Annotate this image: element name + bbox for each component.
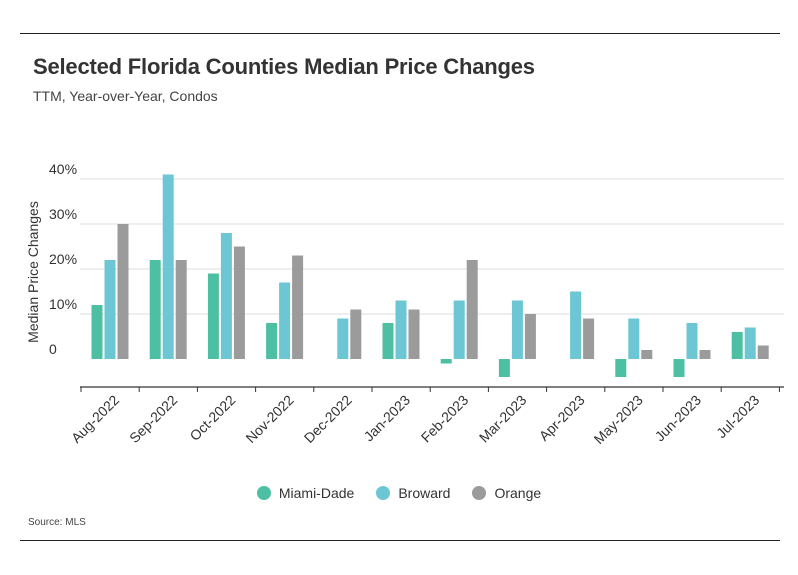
y-tick-label: 30% (49, 206, 77, 222)
bar-miami-dade-oct-2022 (207, 273, 219, 359)
bar-orange-jul-2023 (757, 345, 769, 359)
legend-label-orange: Orange (494, 485, 542, 501)
x-tick-label: Nov-2022 (242, 392, 296, 446)
bar-broward-oct-2022 (220, 233, 232, 359)
x-tick-label: Dec-2022 (301, 392, 355, 446)
x-tick-label: Aug-2022 (68, 392, 122, 446)
y-axis-label: Median Price Changes (25, 201, 41, 343)
legend-item-broward: Broward (376, 485, 450, 501)
bar-broward-jun-2023 (686, 323, 698, 359)
bar-orange-oct-2022 (233, 246, 245, 359)
legend-swatch-orange (472, 486, 487, 500)
chart-subtitle: TTM, Year-over-Year, Condos (33, 88, 218, 104)
legend-swatch-broward (376, 486, 391, 500)
x-axis (80, 386, 784, 392)
bar-broward-feb-2023 (453, 300, 465, 359)
x-tick-label: May-2023 (591, 392, 646, 447)
top-rule (20, 33, 780, 34)
legend-item-miami-dade: Miami-Dade (256, 485, 355, 501)
bar-miami-dade-jul-2023 (731, 332, 743, 359)
y-tick-label: 10% (49, 296, 77, 312)
bar-orange-sep-2022 (175, 260, 187, 359)
x-tick-label: Jun-2023 (652, 392, 705, 445)
legend-swatch-miami-dade (256, 486, 271, 500)
bar-broward-jan-2023 (395, 300, 407, 359)
y-tick-labels: 0 10% 20% 30% 40% (49, 161, 77, 357)
bar-broward-sep-2022 (162, 174, 174, 359)
bar-orange-jan-2023 (408, 309, 420, 359)
bar-orange-apr-2023 (583, 318, 595, 359)
bar-orange-mar-2023 (524, 314, 536, 359)
x-tick-label: Jan-2023 (361, 392, 414, 445)
legend-item-orange: Orange (472, 485, 541, 501)
bars (91, 174, 769, 377)
bar-orange-jun-2023 (699, 350, 711, 359)
legend-label-miami-dade: Miami-Dade (278, 485, 355, 501)
bar-orange-aug-2022 (117, 224, 129, 359)
bar-broward-jul-2023 (744, 327, 756, 359)
bar-orange-feb-2023 (466, 260, 478, 359)
bar-miami-dade-jan-2023 (382, 323, 394, 359)
x-tick-label: Oct-2022 (186, 392, 238, 444)
legend-label-broward: Broward (398, 485, 451, 501)
bar-broward-may-2023 (628, 318, 640, 359)
y-tick-label: 20% (49, 251, 77, 267)
gridlines (80, 178, 784, 315)
y-tick-label: 0 (49, 341, 57, 357)
bar-broward-aug-2022 (104, 260, 116, 359)
legend: Miami-Dade Broward Orange (0, 485, 798, 501)
chart-title: Selected Florida Counties Median Price C… (33, 54, 535, 79)
y-tick-label: 40% (49, 161, 77, 177)
bar-miami-dade-aug-2022 (91, 305, 103, 359)
bar-broward-nov-2022 (279, 282, 291, 359)
bar-miami-dade-nov-2022 (266, 323, 278, 359)
bar-miami-dade-jun-2023 (673, 359, 685, 377)
bar-broward-mar-2023 (511, 300, 523, 359)
bar-orange-dec-2022 (350, 309, 362, 359)
x-tick-labels: Aug-2022 Sep-2022 Oct-2022 Nov-2022 Dec-2022… (68, 392, 763, 447)
x-tick-label: Feb-2023 (418, 392, 472, 446)
bar-miami-dade-mar-2023 (498, 359, 510, 377)
bar-broward-apr-2023 (570, 291, 582, 359)
bar-orange-may-2023 (641, 350, 653, 359)
bar-broward-dec-2022 (337, 318, 349, 359)
bar-miami-dade-feb-2023 (440, 359, 452, 364)
source-note: Source: MLS (28, 517, 86, 528)
bar-miami-dade-sep-2022 (149, 260, 161, 359)
x-tick-label: Mar-2023 (476, 392, 530, 446)
x-tick-label: Apr-2023 (536, 392, 588, 444)
x-tick-label: Sep-2022 (126, 392, 180, 446)
bottom-rule (20, 540, 780, 541)
x-tick-label: Jul-2023 (713, 392, 762, 441)
bar-miami-dade-may-2023 (615, 359, 627, 377)
bar-orange-nov-2022 (292, 255, 304, 359)
